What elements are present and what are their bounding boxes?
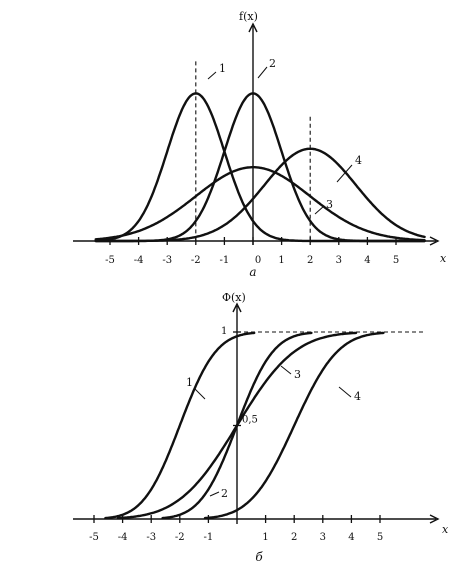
density-x-label: x: [440, 252, 447, 265]
density-x-tick-label: 2: [307, 255, 313, 266]
density-x-tick-label: -5: [105, 255, 115, 266]
distribution-curves: [104, 331, 385, 520]
density-leader-1: [207, 71, 217, 80]
density-curve-4: [94, 147, 426, 243]
distribution-x-tick-label: -4: [118, 532, 128, 543]
distribution-x-tick-label: -3: [146, 532, 156, 543]
density-panel-label: а: [249, 265, 256, 279]
density-guide-lines: [195, 61, 311, 241]
distribution-x-arrow: [429, 514, 440, 524]
distribution-axes: [73, 302, 440, 524]
density-x-tick-label: -1: [220, 255, 230, 266]
distribution-x-tick-label: 5: [377, 532, 383, 543]
panel-distribution: Φ(x) x б -5 -4 -3 -2 -1 1 2 3 4 5 0,5 1 1 2 3 4: [73, 291, 449, 564]
distribution-label-1: 1: [186, 376, 193, 389]
density-x-tick-label: 5: [393, 255, 399, 266]
distribution-x-tick-label: 1: [262, 532, 268, 543]
density-curve-labels: 1 2 3 4: [207, 57, 362, 215]
density-label-1: 1: [219, 62, 226, 75]
density-y-arrow: [248, 22, 258, 33]
distribution-x-tick-label: -5: [89, 532, 99, 543]
distribution-leader-3: [280, 365, 292, 375]
distribution-label-3: 3: [294, 368, 301, 381]
distribution-label-2: 2: [221, 487, 228, 500]
density-x-tick-label: 3: [336, 255, 342, 266]
distribution-curve-3: [161, 331, 313, 520]
density-x-tick-label: 4: [364, 255, 370, 266]
distribution-y-tick-label: 1: [221, 326, 227, 337]
density-label-2: 2: [269, 57, 276, 70]
distribution-leader-1: [193, 387, 206, 400]
panel-density: f(x) x а -5 -4 -3 -2 -1 0 1 2 3 4 5 1 2 3 4: [73, 10, 447, 279]
density-leader-2: [257, 66, 268, 79]
distribution-panel-label: б: [255, 550, 263, 564]
distribution-ticks: -5 -4 -3 -2 -1 1 2 3 4 5: [89, 515, 383, 543]
distribution-curve-1: [104, 331, 256, 520]
density-x-arrow: [429, 236, 440, 246]
distribution-x-tick-label: -1: [204, 532, 214, 543]
density-x-tick-label: 0: [255, 255, 261, 266]
density-axes: [73, 22, 440, 246]
distribution-curve-4: [203, 331, 385, 520]
density-label-4: 4: [355, 154, 362, 167]
density-label-3: 3: [326, 198, 333, 211]
distribution-y-label: Φ(x): [222, 291, 246, 304]
density-x-tick-label: -2: [191, 255, 201, 266]
distribution-x-label: x: [442, 523, 449, 536]
distribution-leader-2: [209, 491, 220, 497]
density-x-tick-label: -4: [134, 255, 144, 266]
density-leader-4: [336, 164, 353, 183]
distribution-label-4: 4: [354, 390, 361, 403]
density-leader-3: [314, 205, 325, 215]
distribution-y-tick-label: 0,5: [242, 415, 258, 426]
distribution-curve-labels: 1 2 3 4: [186, 365, 361, 500]
distribution-x-tick-label: -2: [175, 532, 185, 543]
distribution-x-tick-label: 2: [291, 532, 297, 543]
distribution-x-tick-label: 3: [320, 532, 326, 543]
density-x-tick-label: -3: [162, 255, 172, 266]
distribution-leader-4: [338, 386, 352, 398]
density-y-label: f(x): [239, 10, 258, 23]
density-x-tick-label: 1: [278, 255, 284, 266]
distribution-y-arrow: [232, 302, 242, 313]
distribution-x-tick-label: 4: [348, 532, 354, 543]
density-curve-3: [94, 166, 426, 242]
density-curves: [94, 92, 426, 243]
